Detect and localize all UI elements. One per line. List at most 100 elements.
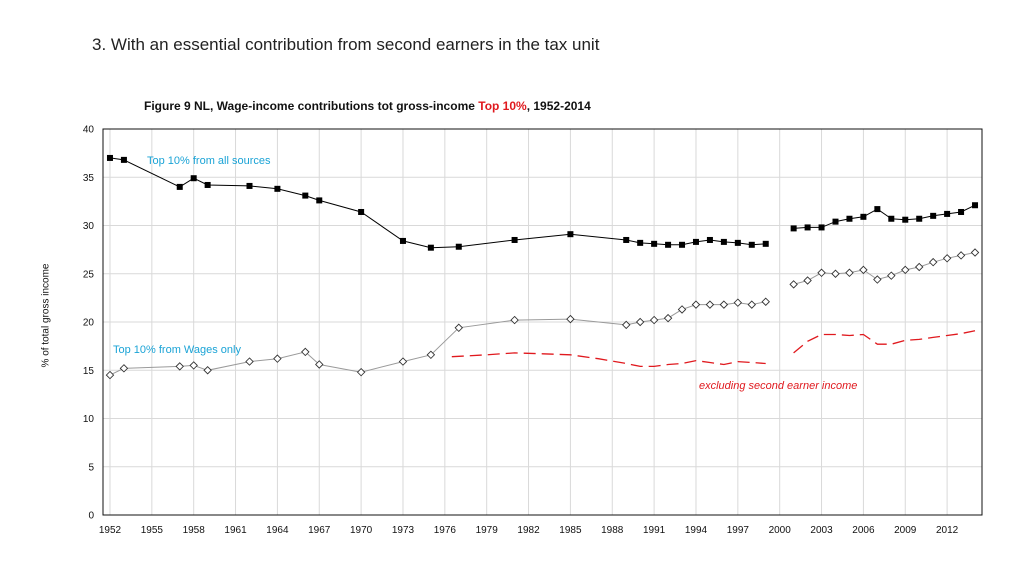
figure-title-suffix: , 1952-2014: [526, 99, 591, 113]
x-tick-label: 1988: [601, 525, 624, 536]
data-point-diamond: [356, 367, 366, 377]
data-point-diamond: [691, 300, 701, 309]
x-tick-label: 1994: [685, 525, 708, 536]
data-point-square: [944, 210, 951, 217]
data-point-square: [106, 154, 113, 161]
data-point-square: [176, 183, 183, 190]
data-point-diamond: [454, 323, 464, 333]
data-point-diamond: [273, 354, 282, 363]
data-point-diamond: [747, 300, 757, 309]
data-point-diamond: [677, 305, 687, 314]
data-point-square: [734, 239, 741, 246]
data-point-square: [860, 213, 867, 220]
data-point-diamond: [566, 314, 575, 324]
data-point-diamond: [663, 313, 673, 323]
data-point-diamond: [203, 366, 212, 375]
data-point-square: [972, 202, 979, 209]
data-point-square: [665, 241, 672, 248]
data-point-square: [916, 215, 923, 222]
data-point-diamond: [845, 268, 854, 278]
data-point-diamond: [942, 254, 952, 263]
series-label: Top 10% from all sources: [147, 155, 271, 167]
x-tick-label: 1964: [266, 525, 289, 536]
data-point-square: [888, 215, 895, 222]
y-tick-label: 30: [83, 221, 95, 232]
x-tick-label: 1967: [308, 525, 331, 536]
slide-title: 3. With an essential contribution from s…: [92, 35, 600, 54]
figure-title-highlight: Top 10%: [478, 99, 527, 113]
data-point-square: [455, 243, 462, 250]
data-point-diamond: [970, 248, 980, 257]
data-point-square: [958, 208, 965, 215]
x-tick-label: 1955: [141, 525, 164, 536]
data-point-diamond: [426, 350, 436, 360]
data-point-square: [679, 241, 686, 248]
data-point-square: [567, 231, 574, 238]
y-tick-label: 20: [83, 318, 95, 329]
x-tick-label: 1979: [476, 525, 499, 536]
data-point-square: [316, 197, 323, 204]
data-point-diamond: [761, 297, 770, 306]
data-point-diamond: [873, 275, 882, 284]
data-point-diamond: [705, 300, 715, 309]
data-point-diamond: [621, 320, 631, 330]
data-point-square: [762, 240, 769, 247]
data-point-diamond: [859, 265, 868, 275]
data-point-square: [358, 208, 365, 215]
data-point-diamond: [733, 298, 743, 307]
x-tick-label: 1952: [99, 525, 122, 536]
data-point-diamond: [887, 271, 896, 280]
y-tick-label: 40: [83, 125, 95, 136]
data-point-diamond: [175, 362, 184, 371]
data-point-diamond: [510, 315, 519, 325]
x-tick-label: 2000: [769, 525, 792, 536]
data-point-square: [274, 185, 281, 192]
plot-frame: [102, 128, 983, 516]
figure-title: Figure 9 NL, Wage-income contributions t…: [144, 99, 591, 113]
series-label: Top 10% from Wages only: [113, 344, 241, 356]
x-tick-label: 1970: [350, 525, 373, 536]
data-point-diamond: [635, 317, 645, 327]
figure-title-prefix: Figure 9 NL, Wage-income contributions t…: [144, 99, 479, 113]
data-point-square: [190, 175, 197, 182]
series-line: [451, 352, 766, 368]
y-tick-label: 15: [83, 366, 95, 377]
data-point-diamond: [817, 268, 826, 278]
data-point-square: [804, 224, 811, 231]
series-label: excluding second earner income: [699, 380, 857, 392]
data-point-diamond: [398, 357, 408, 366]
data-point-diamond: [901, 265, 910, 275]
data-point-diamond: [831, 269, 840, 278]
data-point-square: [623, 236, 630, 243]
data-point-diamond: [803, 276, 812, 285]
data-point-square: [204, 181, 211, 188]
data-point-square: [832, 218, 839, 225]
data-point-diamond: [119, 364, 129, 373]
data-point-square: [651, 240, 658, 247]
y-tick-label: 35: [83, 173, 95, 184]
y-tick-label: 0: [88, 511, 94, 522]
data-point-diamond: [245, 357, 254, 366]
data-point-diamond: [956, 251, 966, 260]
x-tick-label: 1997: [727, 525, 750, 536]
x-tick-label: 1961: [224, 525, 247, 536]
data-point-square: [748, 241, 755, 248]
x-tick-label: 1982: [517, 525, 540, 536]
x-tick-label: 1991: [643, 525, 666, 536]
data-point-square: [790, 225, 797, 232]
data-point-square: [637, 239, 644, 246]
x-tick-label: 2012: [936, 525, 959, 536]
data-point-square: [846, 215, 853, 222]
data-point-square: [246, 182, 253, 189]
series-line: [793, 330, 976, 354]
data-point-square: [930, 212, 937, 219]
data-point-square: [706, 236, 713, 243]
data-point-diamond: [301, 347, 310, 357]
data-point-square: [120, 156, 127, 163]
y-tick-label: 5: [88, 462, 94, 473]
data-point-diamond: [719, 300, 729, 309]
x-tick-label: 2006: [852, 525, 875, 536]
data-point-square: [692, 238, 699, 245]
data-point-square: [427, 244, 434, 251]
data-point-square: [902, 216, 909, 223]
